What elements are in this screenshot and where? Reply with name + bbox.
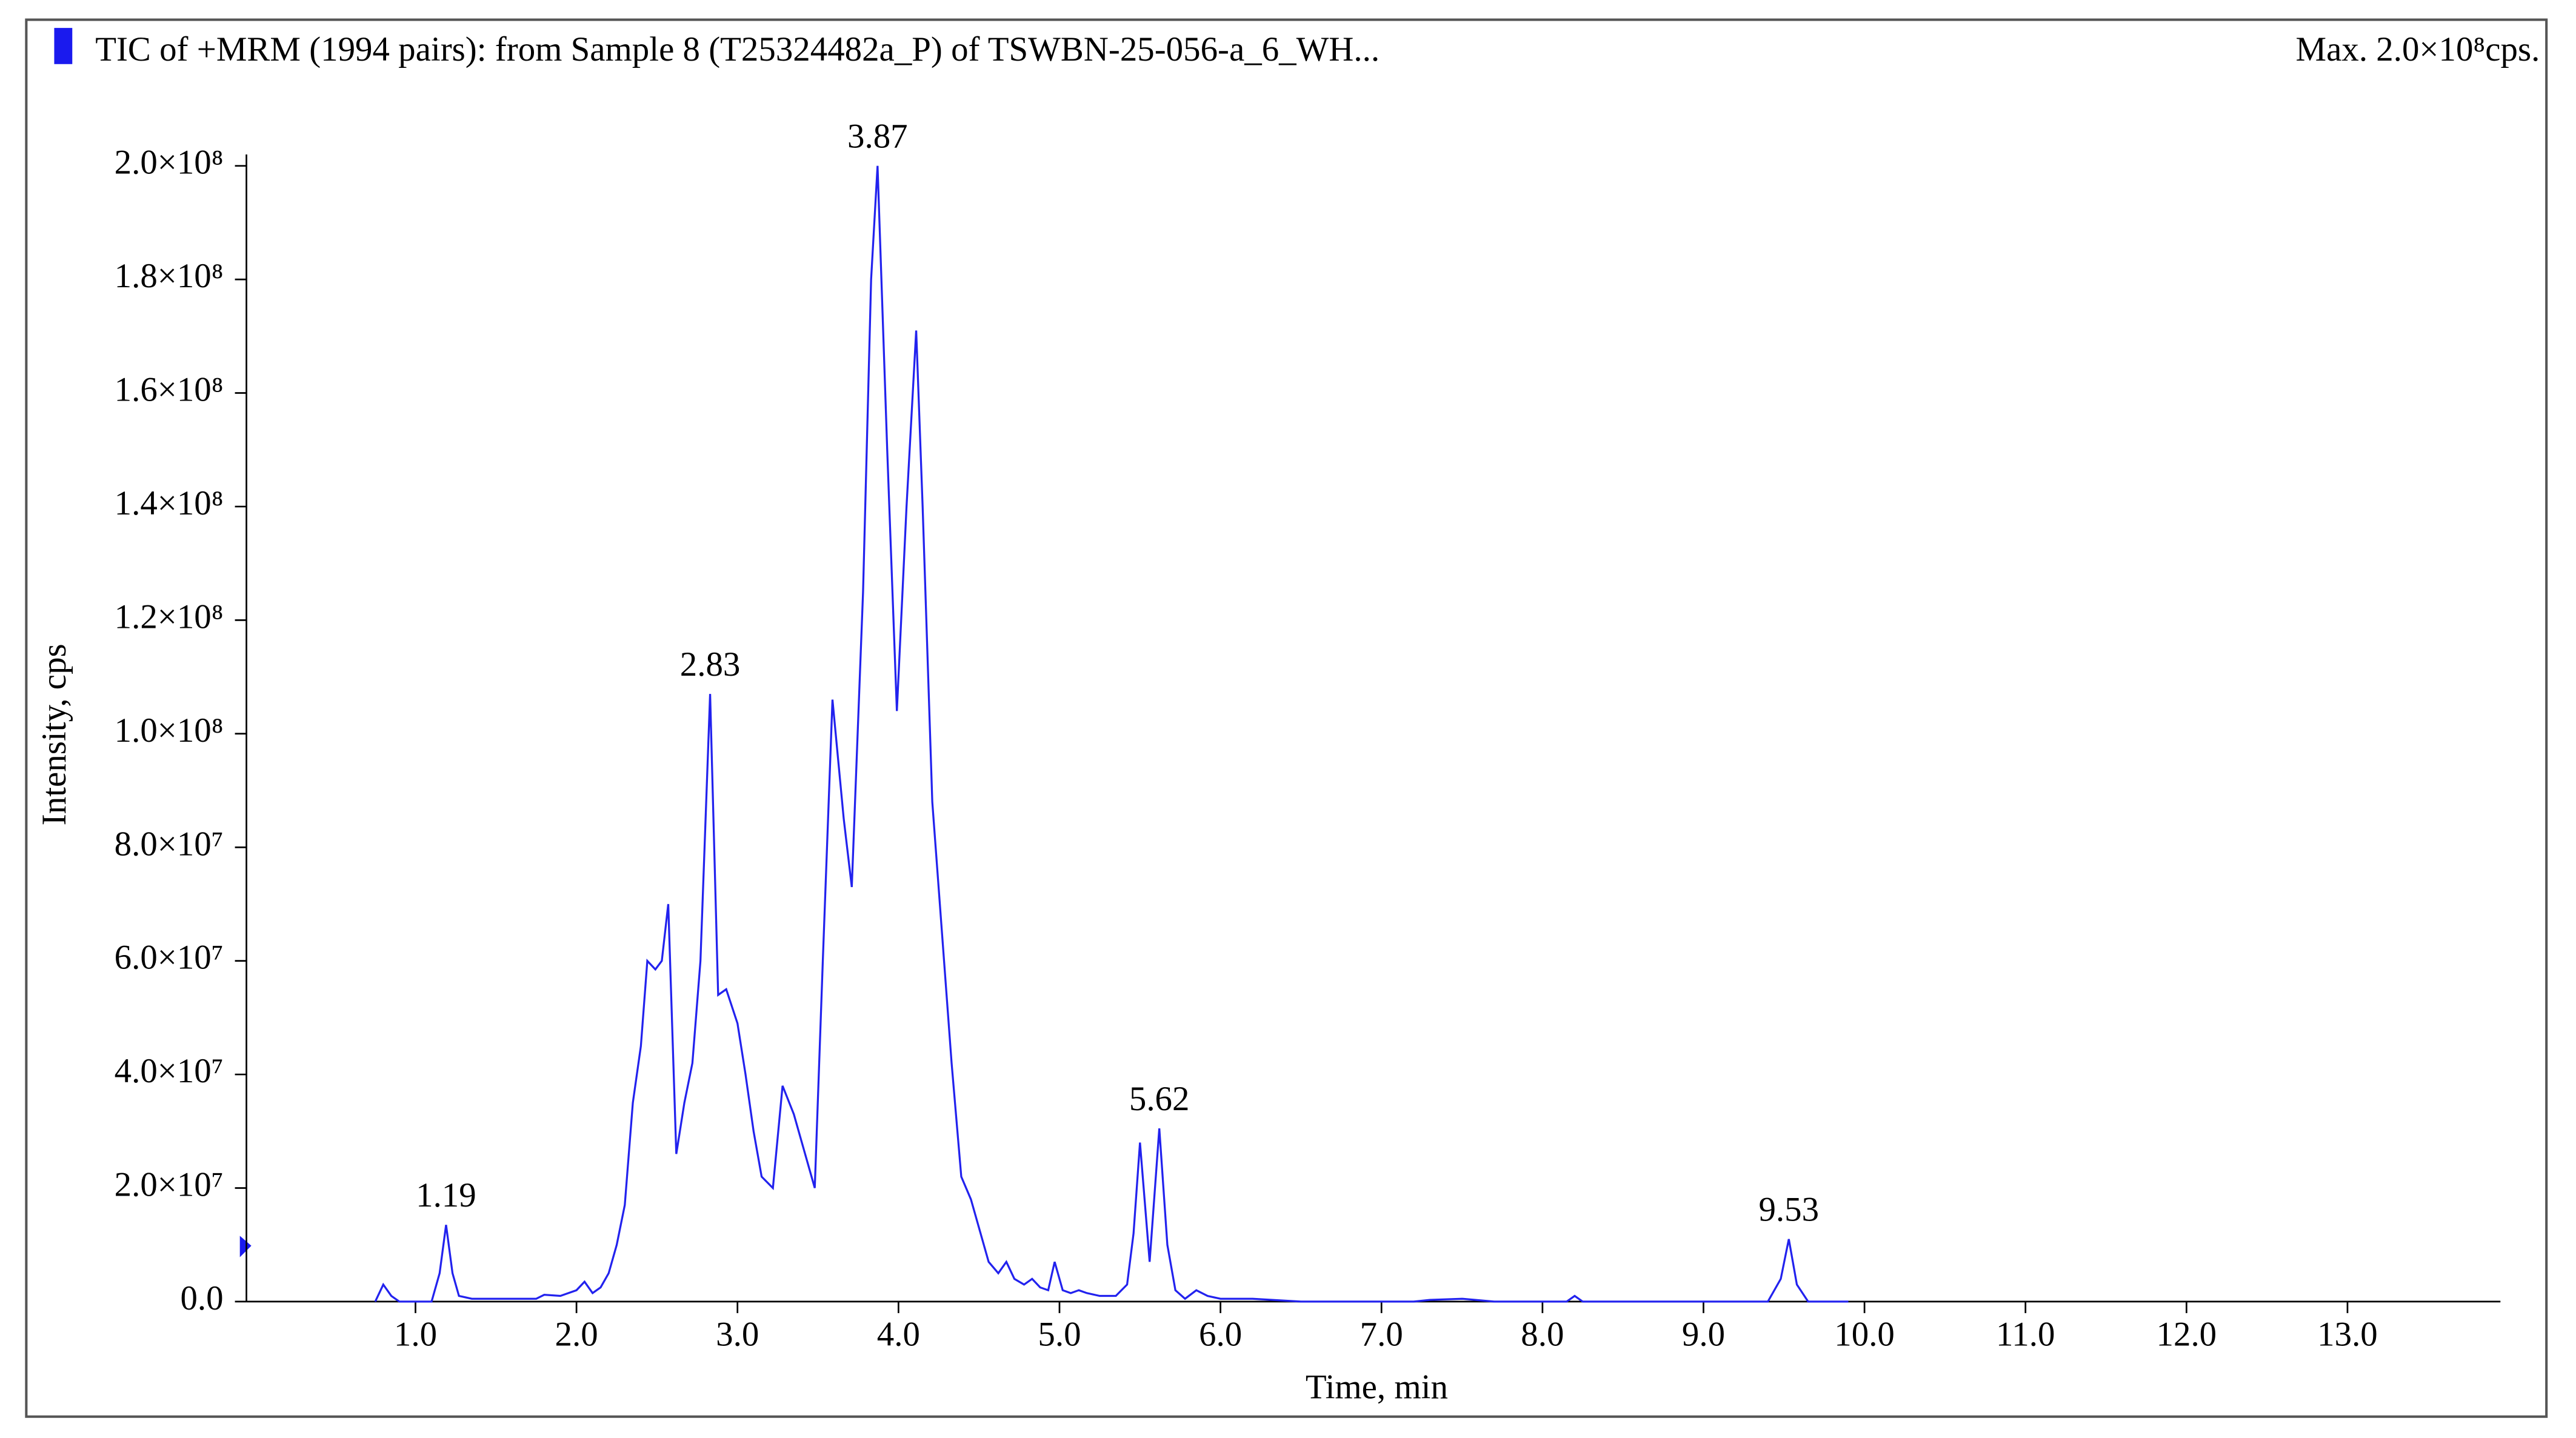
trace-swatch xyxy=(54,28,73,64)
y-tick-label: 2.0×10⁷ xyxy=(115,1166,224,1204)
x-tick-label: 4.0 xyxy=(877,1316,920,1354)
peak-label: 2.83 xyxy=(680,645,741,684)
x-tick-label: 7.0 xyxy=(1360,1316,1403,1354)
y-tick-label: 4.0×10⁷ xyxy=(115,1052,224,1090)
y-tick-label: 1.0×10⁸ xyxy=(115,711,224,750)
x-tick-label: 3.0 xyxy=(716,1316,759,1354)
y-tick-label: 1.2×10⁸ xyxy=(115,598,224,636)
trace-line xyxy=(374,165,1849,1303)
x-tick-label: 12.0 xyxy=(2157,1316,2217,1354)
x-tick-label: 2.0 xyxy=(555,1316,598,1354)
x-tick-label: 10.0 xyxy=(1834,1316,1895,1354)
y-tick-label: 1.6×10⁸ xyxy=(115,371,224,409)
peak-label: 9.53 xyxy=(1758,1190,1819,1228)
x-tick-label: 6.0 xyxy=(1199,1316,1242,1354)
y-tick-label: 6.0×10⁷ xyxy=(115,939,224,977)
x-tick-label: 11.0 xyxy=(1996,1316,2055,1354)
y-axis-label: Intensity, cps xyxy=(35,644,73,825)
x-tick-label: 8.0 xyxy=(1521,1316,1564,1354)
y-tick-label: 1.4×10⁸ xyxy=(115,484,224,522)
frame xyxy=(25,18,2548,1418)
x-tick-label: 1.0 xyxy=(394,1316,437,1354)
y-tick-label: 8.0×10⁷ xyxy=(115,825,224,863)
peak-label: 3.87 xyxy=(847,117,908,155)
y-tick-label: 0.0 xyxy=(180,1279,223,1317)
x-tick-label: 5.0 xyxy=(1038,1316,1081,1354)
x-axis-label: Time, min xyxy=(1306,1368,1448,1406)
peak-label: 1.19 xyxy=(416,1176,476,1214)
y-tick-label: 1.8×10⁸ xyxy=(115,257,224,295)
max-label: Max. 2.0×10⁸cps. xyxy=(2296,30,2540,68)
x-tick-label: 9.0 xyxy=(1682,1316,1725,1354)
y-tick-label: 2.0×10⁸ xyxy=(115,144,224,182)
chart-title: TIC of +MRM (1994 pairs): from Sample 8 … xyxy=(95,30,1380,68)
x-tick-label: 13.0 xyxy=(2317,1316,2378,1354)
peak-label: 5.62 xyxy=(1129,1080,1190,1118)
